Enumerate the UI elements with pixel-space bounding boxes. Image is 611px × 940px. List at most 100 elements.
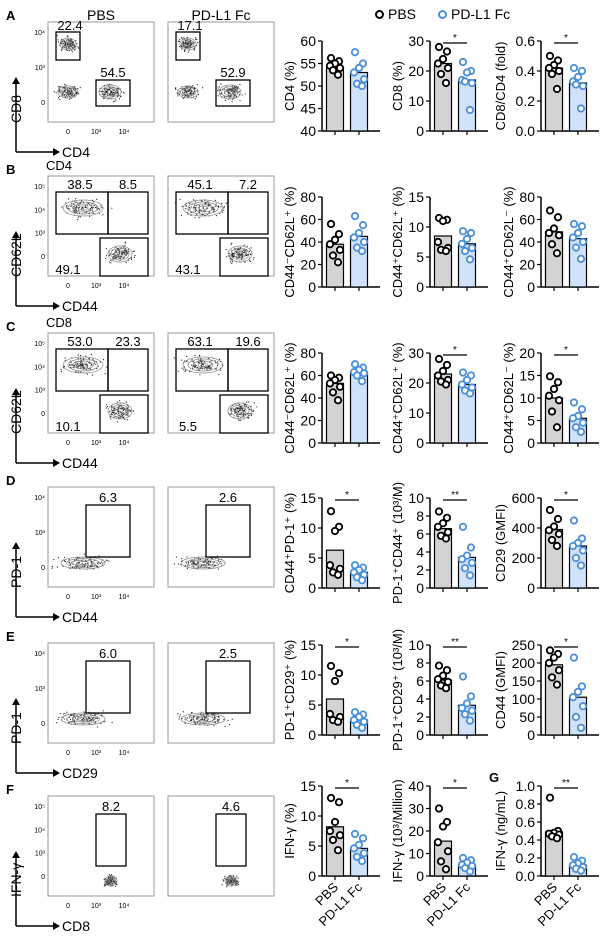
event-dot — [209, 561, 211, 564]
event-cluster — [56, 35, 80, 53]
event-dot — [109, 416, 111, 418]
y-tick-label: 15 — [519, 368, 535, 384]
contour-line — [197, 561, 209, 565]
data-point-pbs — [326, 793, 336, 803]
y-axis-arrowhead — [12, 388, 20, 395]
gate-ifng — [95, 813, 127, 867]
data-point-pbs — [434, 42, 444, 52]
data-point-pd-l1-fc — [569, 219, 579, 229]
x-tick-label: 0 — [66, 594, 70, 601]
event-dot — [248, 250, 251, 252]
y-axis-label: CD4 (%) — [282, 61, 297, 111]
contour-line — [182, 199, 224, 217]
event-dot — [62, 93, 64, 95]
event-dot — [81, 719, 83, 721]
y-tick-label: 10³ — [35, 65, 46, 72]
event-dot — [200, 718, 202, 721]
event-dot — [85, 355, 87, 357]
event-dot — [76, 365, 78, 367]
data-point-pbs — [549, 384, 559, 394]
event-dot — [113, 91, 115, 94]
data-point-pd-l1-fc — [354, 63, 364, 73]
gate-cd44pos-cd62lneg-value: 5.5 — [179, 419, 197, 434]
event-dot — [193, 364, 195, 366]
flow-plot-pd: 63.1 19.6 5.5 — [167, 332, 275, 434]
y-tick-label: 10⁵ — [34, 341, 45, 348]
data-point-pd-l1-fc — [576, 427, 586, 436]
event-dot — [80, 359, 83, 361]
event-dot — [77, 357, 79, 359]
gate-cd8-value: 17.1 — [177, 18, 202, 33]
y-tick-label: 0.0 — [516, 123, 536, 139]
event-dot — [212, 713, 214, 716]
event-dot — [116, 95, 118, 97]
event-dot — [63, 560, 66, 562]
data-point-pbs — [544, 526, 554, 535]
event-dot — [237, 256, 239, 258]
y-axis-arrowhead — [12, 851, 20, 858]
data-point-pd-l1-fc — [462, 68, 472, 77]
event-dot — [232, 87, 235, 89]
y-axis-label: CD44⁺CD62L⁻ (%) — [501, 342, 516, 453]
contour-line — [60, 556, 106, 570]
event-dot — [210, 368, 212, 370]
event-dot — [133, 256, 135, 258]
event-dot — [195, 209, 197, 211]
y-tick-label: 30 — [408, 345, 424, 361]
y-tick-label: 0 — [41, 411, 45, 418]
event-dot — [74, 48, 76, 50]
y-tick-label: 10 — [408, 846, 424, 862]
event-dot — [104, 94, 106, 96]
y-tick-label: 15 — [300, 778, 316, 794]
data-point-pd-l1-fc — [569, 852, 579, 862]
data-point-pbs — [438, 54, 448, 64]
contour-line — [106, 89, 114, 95]
event-dot — [90, 718, 92, 720]
flow-plot-pbs: 10⁵ 10⁴ 10³ 0 0 10³ 10⁴ 8.2 — [34, 795, 155, 910]
event-dot — [234, 249, 236, 251]
data-point-pd-l1-fc — [352, 371, 362, 380]
event-dot — [192, 199, 195, 201]
event-dot — [96, 198, 98, 200]
x-axis-arrowhead — [53, 302, 60, 310]
data-point-pd-l1-fc — [467, 78, 477, 88]
contour-line — [192, 360, 214, 370]
y-tick-label: 10 — [408, 219, 424, 235]
event-dot — [182, 97, 185, 99]
flow-x-axis-label: CD44 — [62, 609, 98, 625]
legend: PBS PD-L1 Fc — [375, 6, 510, 22]
event-dot — [226, 256, 228, 258]
data-point-pd-l1-fc — [578, 237, 588, 247]
event-cluster — [51, 553, 110, 570]
y-tick-label: 10 — [300, 808, 316, 824]
data-point-pbs — [333, 396, 343, 405]
y-tick-label: 200 — [512, 655, 536, 671]
data-point-pd-l1-fc — [354, 228, 364, 238]
event-dot — [90, 364, 92, 366]
data-point-pd-l1-fc — [568, 414, 578, 423]
event-dot — [90, 561, 92, 563]
data-point-pd-l1-fc — [465, 716, 475, 725]
flow-y-axis-label: CD8 — [8, 95, 24, 123]
event-dot — [60, 85, 62, 88]
y-tick-label: 2 — [416, 709, 424, 725]
event-cluster — [60, 353, 109, 376]
event-dot — [217, 95, 219, 97]
event-dot — [213, 209, 216, 211]
event-dot — [81, 200, 83, 202]
data-point-pbs — [442, 360, 452, 370]
data-point-pd-l1-fc — [457, 380, 467, 389]
event-dot — [69, 564, 71, 566]
panel-letter-F: F — [6, 782, 14, 797]
gate-cd44pos-cd62lpos-value: 7.2 — [239, 177, 257, 192]
event-dot — [201, 363, 203, 365]
event-dot — [239, 256, 241, 258]
event-dot — [77, 87, 79, 90]
event-dot — [224, 96, 226, 98]
data-point-pbs — [434, 507, 444, 516]
event-dot — [175, 556, 177, 558]
event-dot — [69, 364, 71, 366]
event-dot — [199, 374, 201, 376]
